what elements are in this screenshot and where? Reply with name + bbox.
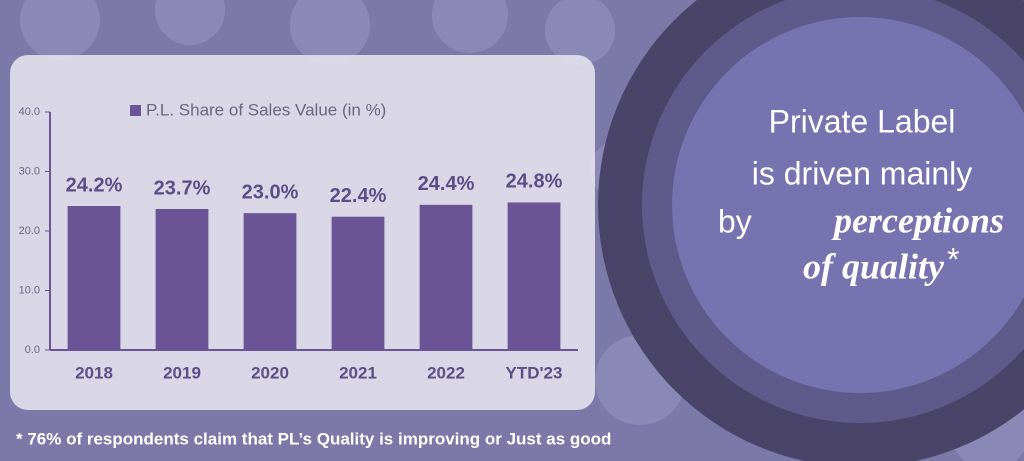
- legend-swatch: [130, 105, 141, 116]
- x-tick-label: 2020: [251, 363, 289, 382]
- callout-line: Private Label: [769, 103, 956, 139]
- bar: [331, 216, 385, 350]
- x-tick-label: YTD'23: [506, 363, 563, 382]
- bar: [67, 206, 121, 350]
- circle-inner: [672, 17, 1024, 393]
- bar: [155, 208, 209, 350]
- y-tick-label: 10.0: [19, 284, 40, 296]
- callout-emphasis: perceptions: [831, 200, 1004, 240]
- x-tick-label: 2021: [339, 363, 377, 382]
- callout-asterisk: *: [947, 241, 959, 277]
- footnote: * 76% of respondents claim that PL’s Qua…: [16, 429, 611, 448]
- x-tick-label: 2022: [427, 363, 465, 382]
- bar: [419, 204, 473, 350]
- y-tick-label: 40.0: [19, 106, 40, 118]
- bar: [243, 213, 297, 350]
- value-label: 23.7%: [154, 177, 211, 199]
- x-tick-label: 2019: [163, 363, 201, 382]
- callout-emphasis: of quality: [803, 246, 945, 286]
- y-tick-label: 30.0: [19, 165, 40, 177]
- value-label: 24.8%: [506, 171, 563, 193]
- callout-line: is driven mainly: [752, 155, 973, 191]
- callout-line: by: [718, 203, 752, 239]
- legend-label: P.L. Share of Sales Value (in %): [146, 100, 386, 119]
- x-tick-label: 2018: [75, 363, 113, 382]
- value-label: 22.4%: [330, 185, 387, 207]
- value-label: 23.0%: [242, 181, 299, 203]
- value-label: 24.4%: [418, 173, 475, 195]
- y-tick-label: 0.0: [25, 344, 40, 356]
- y-tick-label: 20.0: [19, 225, 40, 237]
- bar: [507, 202, 561, 350]
- value-label: 24.2%: [66, 174, 123, 196]
